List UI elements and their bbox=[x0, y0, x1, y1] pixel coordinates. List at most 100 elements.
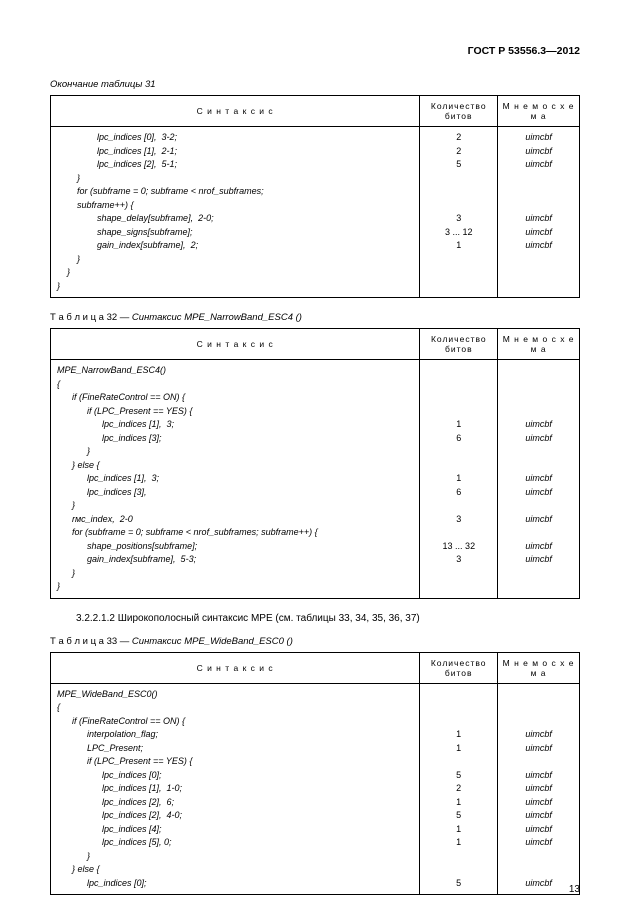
code-line: MPE_NarrowBand_ESC4() bbox=[57, 364, 413, 378]
bits-value bbox=[426, 364, 491, 378]
code-line: MPE_WideBand_ESC0() bbox=[57, 688, 413, 702]
code-line: } bbox=[57, 266, 413, 280]
bits-value bbox=[426, 580, 491, 594]
bits-value: 5 bbox=[426, 877, 491, 891]
mnemo-value: uimcbf bbox=[504, 432, 573, 446]
mnemo-value: uimcbf bbox=[504, 728, 573, 742]
mnemo-value: uimcbf bbox=[504, 226, 573, 240]
code-line: } bbox=[57, 567, 413, 581]
mnemo-value bbox=[504, 567, 573, 581]
col-mnemo: М н е м о с х е м а bbox=[498, 329, 580, 360]
bits-value bbox=[426, 755, 491, 769]
bits-value: 2 bbox=[426, 131, 491, 145]
bits-value bbox=[426, 391, 491, 405]
code-line: if (FineRateControl == ON) { bbox=[57, 715, 413, 729]
mnemo-value bbox=[504, 499, 573, 513]
mnemo-value bbox=[504, 526, 573, 540]
col-mnemo: М н е м о с х е м а bbox=[498, 652, 580, 683]
table-label: Т а б л и ц а 33 bbox=[50, 636, 117, 647]
table-32-caption: Т а б л и ц а 32 — Синтаксис MPE_NarrowB… bbox=[50, 312, 580, 323]
col-mnemo: М н е м о с х е м а bbox=[498, 96, 580, 127]
mnemo-value: uimcbf bbox=[504, 782, 573, 796]
bits-value: 1 bbox=[426, 472, 491, 486]
code-line: lpc_indices [1], 3; bbox=[57, 472, 413, 486]
table-31: С и н т а к с и с Количество битов М н е… bbox=[50, 95, 580, 298]
col-bits: Количество битов bbox=[420, 96, 498, 127]
mnemo-value: uimcbf bbox=[504, 836, 573, 850]
bits-value: 1 bbox=[426, 418, 491, 432]
bits-value bbox=[426, 253, 491, 267]
bits-value: 3 bbox=[426, 553, 491, 567]
mnemo-value bbox=[504, 755, 573, 769]
mnemo-value bbox=[504, 364, 573, 378]
mnemo-value: uimcbf bbox=[504, 553, 573, 567]
code-line: shape_delay[subframe], 2-0; bbox=[57, 212, 413, 226]
mnemo-value: uimcbf bbox=[504, 796, 573, 810]
mnemo-value bbox=[504, 863, 573, 877]
mnemo-value bbox=[504, 172, 573, 186]
code-line: rмc_index, 2-0 bbox=[57, 513, 413, 527]
bits-value: 1 bbox=[426, 742, 491, 756]
code-line: for (subframe = 0; subframe < nrof_subfr… bbox=[57, 526, 413, 540]
mnemo-value: uimcbf bbox=[504, 742, 573, 756]
bits-value bbox=[426, 567, 491, 581]
mnemo-value: uimcbf bbox=[504, 769, 573, 783]
code-line: } bbox=[57, 580, 413, 594]
col-syntax: С и н т а к с и с bbox=[51, 652, 420, 683]
mnemo-value bbox=[504, 459, 573, 473]
mnemo-value bbox=[504, 701, 573, 715]
mnemo-value: uimcbf bbox=[504, 472, 573, 486]
mnemo-value bbox=[504, 199, 573, 213]
table-31-caption: Окончание таблицы 31 bbox=[50, 79, 580, 90]
bits-value: 2 bbox=[426, 145, 491, 159]
code-line: LPC_Present; bbox=[57, 742, 413, 756]
bits-value: 3 ... 12 bbox=[426, 226, 491, 240]
code-line: shape_signs[subframe]; bbox=[57, 226, 413, 240]
mnemo-value bbox=[504, 391, 573, 405]
mnemo-value bbox=[504, 580, 573, 594]
bits-value bbox=[426, 445, 491, 459]
code-line: interpolation_flag; bbox=[57, 728, 413, 742]
code-line: } bbox=[57, 499, 413, 513]
table-label: Т а б л и ц а 32 bbox=[50, 312, 117, 323]
mnemo-value bbox=[504, 405, 573, 419]
code-line: lpc_indices [1], 2-1; bbox=[57, 145, 413, 159]
section-text: 3.2.2.1.2 Широкополосный синтаксис MPE (… bbox=[76, 613, 580, 624]
code-line: lpc_indices [1], 1-0; bbox=[57, 782, 413, 796]
table-caption-rest: — Синтаксис MPE_WideBand_ESC0 () bbox=[117, 636, 293, 647]
code-line: { bbox=[57, 378, 413, 392]
bits-value: 5 bbox=[426, 158, 491, 172]
mnemo-value: uimcbf bbox=[504, 131, 573, 145]
table-32: С и н т а к с и с Количество битов М н е… bbox=[50, 328, 580, 599]
mnemo-value: uimcbf bbox=[504, 513, 573, 527]
bits-value bbox=[426, 850, 491, 864]
bits-value: 13 ... 32 bbox=[426, 540, 491, 554]
code-line: if (FineRateControl == ON) { bbox=[57, 391, 413, 405]
mnemo-value: uimcbf bbox=[504, 809, 573, 823]
code-line: } bbox=[57, 253, 413, 267]
mnemo-value bbox=[504, 378, 573, 392]
code-line: lpc_indices [5], 0; bbox=[57, 836, 413, 850]
bits-value bbox=[426, 378, 491, 392]
table-33: С и н т а к с и с Количество битов М н е… bbox=[50, 652, 580, 896]
bits-value bbox=[426, 526, 491, 540]
code-line: lpc_indices [0]; bbox=[57, 769, 413, 783]
bits-value bbox=[426, 701, 491, 715]
bits-value: 6 bbox=[426, 432, 491, 446]
col-bits: Количество битов bbox=[420, 329, 498, 360]
code-line: lpc_indices [0]; bbox=[57, 877, 413, 891]
bits-value bbox=[426, 405, 491, 419]
col-syntax: С и н т а к с и с bbox=[51, 96, 420, 127]
code-line: if (LPC_Present == YES) { bbox=[57, 405, 413, 419]
bits-value: 6 bbox=[426, 486, 491, 500]
bits-value bbox=[426, 266, 491, 280]
page-number: 13 bbox=[569, 884, 580, 895]
bits-value: 5 bbox=[426, 769, 491, 783]
bits-value: 1 bbox=[426, 823, 491, 837]
mnemo-value: uimcbf bbox=[504, 877, 573, 891]
mnemo-value: uimcbf bbox=[504, 486, 573, 500]
bits-value bbox=[426, 715, 491, 729]
mnemo-value bbox=[504, 185, 573, 199]
bits-value bbox=[426, 459, 491, 473]
mnemo-value: uimcbf bbox=[504, 418, 573, 432]
